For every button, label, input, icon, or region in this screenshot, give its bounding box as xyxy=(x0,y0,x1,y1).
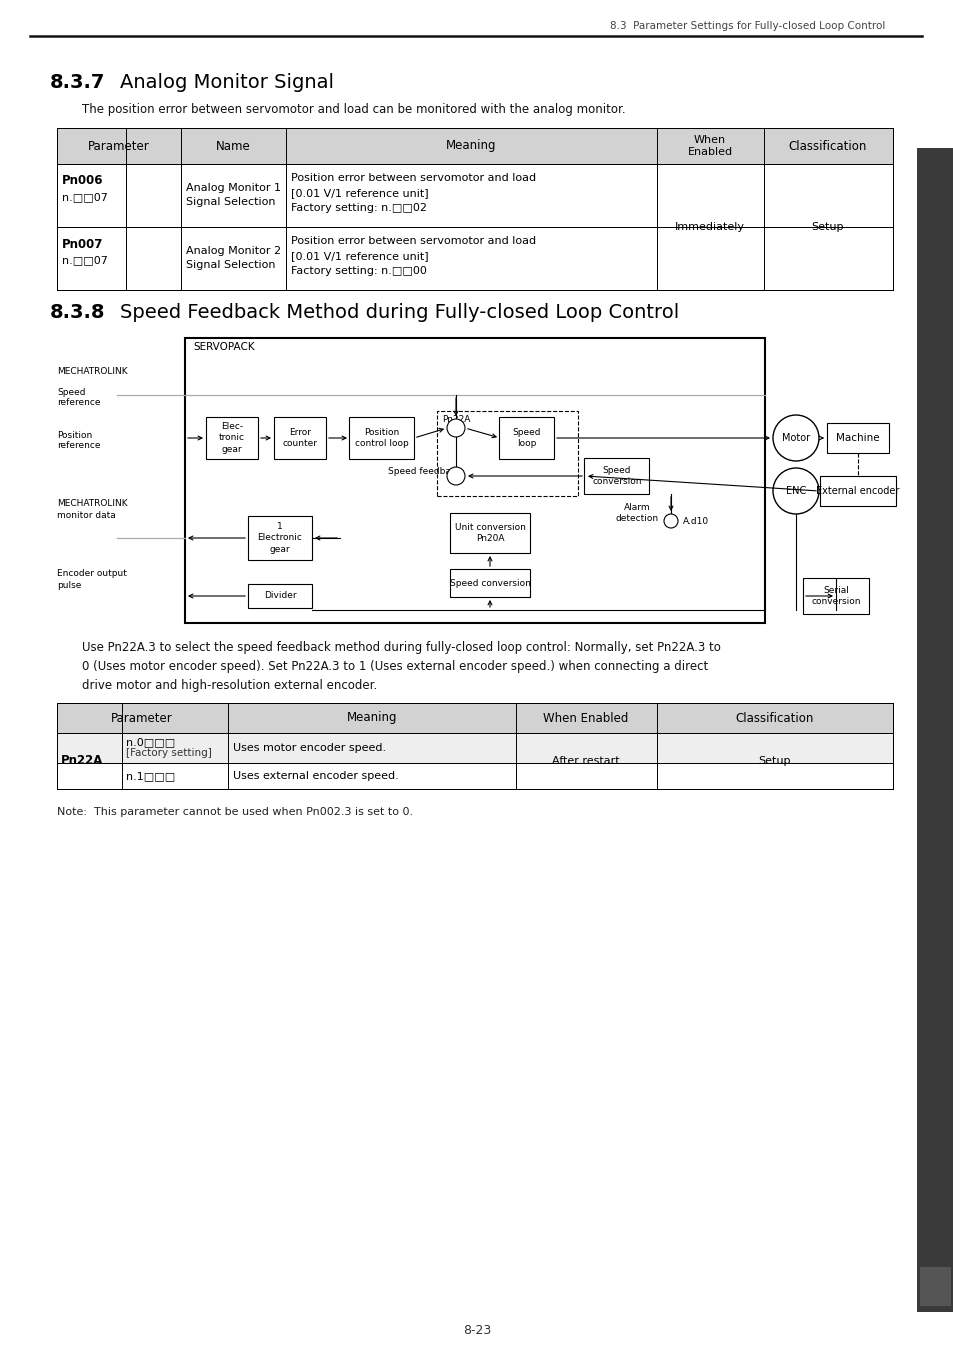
Text: [Factory setting]: [Factory setting] xyxy=(126,748,212,757)
Text: Position error between servomotor and load
[0.01 V/1 reference unit]
Factory set: Position error between servomotor and lo… xyxy=(291,236,536,275)
Text: Position
reference: Position reference xyxy=(57,431,100,451)
Bar xyxy=(248,585,312,608)
Bar xyxy=(802,578,868,614)
Text: Position error between servomotor and load
[0.01 V/1 reference unit]
Factory set: Position error between servomotor and lo… xyxy=(291,173,536,212)
Text: Speed feedback: Speed feedback xyxy=(388,467,460,475)
Text: Pn22A: Pn22A xyxy=(441,414,470,424)
Text: pulse: pulse xyxy=(57,582,81,590)
Bar xyxy=(820,477,895,506)
Text: Analog Monitor 2
Signal Selection: Analog Monitor 2 Signal Selection xyxy=(186,246,281,270)
Text: Serial
conversion: Serial conversion xyxy=(810,586,860,606)
Text: n.□□07: n.□□07 xyxy=(62,192,108,202)
Text: Classification: Classification xyxy=(788,139,866,153)
Bar xyxy=(450,513,530,554)
Text: 8.3  Parameter Settings for Fully-closed Loop Control: 8.3 Parameter Settings for Fully-closed … xyxy=(609,22,884,31)
Bar xyxy=(57,703,892,733)
Text: +: + xyxy=(452,420,461,431)
Text: SERVOPACK: SERVOPACK xyxy=(193,342,254,352)
Text: Alarm
detection: Alarm detection xyxy=(615,504,658,522)
Text: monitor data: monitor data xyxy=(57,512,115,521)
Text: Speed
loop: Speed loop xyxy=(512,428,540,448)
Text: 1
Electronic
gear: 1 Electronic gear xyxy=(257,522,302,554)
Text: Classification: Classification xyxy=(735,711,813,725)
Text: ENC: ENC xyxy=(785,486,805,495)
Bar xyxy=(248,516,312,560)
Text: Unit conversion
Pn20A: Unit conversion Pn20A xyxy=(454,522,525,543)
Circle shape xyxy=(663,514,678,528)
Text: 8-23: 8-23 xyxy=(462,1323,491,1336)
Text: Encoder output: Encoder output xyxy=(57,568,127,578)
Bar xyxy=(916,1262,953,1312)
Text: MECHATROLINK: MECHATROLINK xyxy=(57,498,128,508)
Text: Note:  This parameter cannot be used when Pn002.3 is set to 0.: Note: This parameter cannot be used when… xyxy=(57,807,413,817)
Bar xyxy=(916,148,953,1262)
Text: Name: Name xyxy=(215,139,250,153)
Text: Position
control loop: Position control loop xyxy=(355,428,409,448)
Bar xyxy=(826,423,888,454)
Text: 8: 8 xyxy=(927,1277,941,1296)
Text: Parameter: Parameter xyxy=(111,711,172,725)
Text: Pn22A: Pn22A xyxy=(61,755,103,768)
Bar xyxy=(57,763,892,788)
Text: 8.3.8: 8.3.8 xyxy=(50,302,106,321)
Bar xyxy=(274,417,326,459)
Text: Motor: Motor xyxy=(781,433,809,443)
Bar xyxy=(436,410,578,495)
Text: n.□□07: n.□□07 xyxy=(62,255,108,265)
Bar xyxy=(57,128,892,163)
Circle shape xyxy=(772,414,818,460)
Bar xyxy=(57,227,892,290)
Text: 8.3.7: 8.3.7 xyxy=(50,73,105,93)
Text: Meaning: Meaning xyxy=(346,711,396,725)
Text: Speed conversion: Speed conversion xyxy=(449,579,530,587)
Text: Machine: Machine xyxy=(836,433,879,443)
Text: External encoder: External encoder xyxy=(816,486,899,495)
Text: n.1□□□: n.1□□□ xyxy=(126,771,175,782)
Bar xyxy=(450,568,530,597)
Bar xyxy=(57,733,892,763)
Text: Meaning: Meaning xyxy=(445,139,496,153)
Text: Setup: Setup xyxy=(758,756,790,765)
Text: Speed Feedback Method during Fully-closed Loop Control: Speed Feedback Method during Fully-close… xyxy=(120,302,679,321)
Text: Pn006: Pn006 xyxy=(62,174,103,188)
Text: Divider: Divider xyxy=(263,591,296,601)
Text: Pn007: Pn007 xyxy=(62,238,103,251)
Bar xyxy=(584,458,649,494)
Text: Elec-
tronic
gear: Elec- tronic gear xyxy=(219,423,245,454)
Text: When
Enabled: When Enabled xyxy=(687,135,732,157)
Bar xyxy=(499,417,554,459)
Text: After restart: After restart xyxy=(552,756,619,765)
Text: Parameter: Parameter xyxy=(88,139,150,153)
Circle shape xyxy=(772,468,818,514)
Bar xyxy=(57,163,892,227)
Text: Immediately: Immediately xyxy=(675,221,744,232)
Text: MECHATROLINK: MECHATROLINK xyxy=(57,367,128,377)
Text: A.d10: A.d10 xyxy=(682,517,708,525)
Text: Analog Monitor Signal: Analog Monitor Signal xyxy=(120,73,334,93)
Text: −: − xyxy=(452,427,462,440)
Bar xyxy=(206,417,257,459)
Bar xyxy=(185,338,764,622)
Circle shape xyxy=(447,467,464,485)
Text: Speed
conversion: Speed conversion xyxy=(592,466,641,486)
Text: When Enabled: When Enabled xyxy=(543,711,628,725)
Text: Uses external encoder speed.: Uses external encoder speed. xyxy=(233,771,398,782)
Text: The position error between servomotor and load can be monitored with the analog : The position error between servomotor an… xyxy=(82,104,625,116)
Bar xyxy=(919,1268,950,1305)
Circle shape xyxy=(447,418,464,437)
Text: Setup: Setup xyxy=(811,221,843,232)
Bar xyxy=(349,417,414,459)
Text: Fully-closed Loop Control: Fully-closed Loop Control xyxy=(929,670,939,801)
Text: n.0□□□: n.0□□□ xyxy=(126,737,175,747)
Text: Uses motor encoder speed.: Uses motor encoder speed. xyxy=(233,743,386,753)
Text: Speed
reference: Speed reference xyxy=(57,387,100,408)
Text: Use Pn22A.3 to select the speed feedback method during fully-closed loop control: Use Pn22A.3 to select the speed feedback… xyxy=(82,641,720,693)
Text: Error
counter: Error counter xyxy=(282,428,317,448)
Text: Analog Monitor 1
Signal Selection: Analog Monitor 1 Signal Selection xyxy=(186,184,281,207)
